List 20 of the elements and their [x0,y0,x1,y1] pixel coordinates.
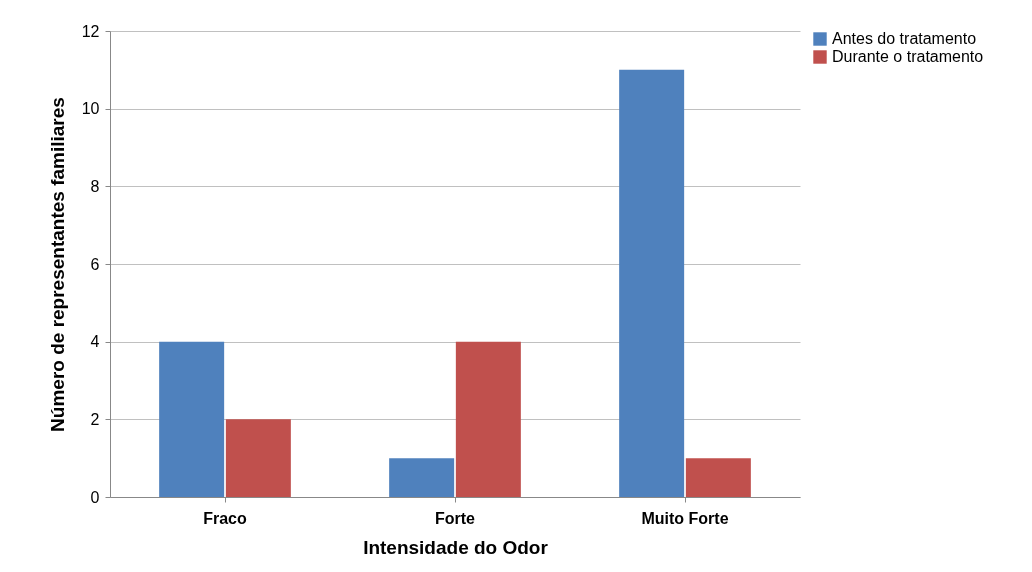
y-tick-label: 10 [81,100,100,118]
y-axis-title: Número de representantes familiares [46,97,68,432]
x-axis-title: Intensidade do Odor [363,536,549,558]
y-tick-label: 6 [90,255,100,273]
x-tick-label: Fraco [203,509,248,527]
y-tick-label: 0 [90,488,100,506]
y-tick-label: 8 [90,177,100,195]
legend-label: Antes do tratamento [832,30,977,47]
y-tick-label: 4 [90,333,100,351]
x-tick-label: Forte [435,509,476,527]
x-tick-label: Muito Forte [641,509,729,527]
bar [225,419,291,497]
bar [619,69,685,497]
bar [455,341,521,497]
legend-label: Durante o tratamento [832,48,984,65]
y-tick-label: 12 [81,22,100,40]
bar [389,458,455,497]
bar [685,458,751,497]
bar [159,341,225,497]
y-tick-label: 2 [90,410,100,428]
